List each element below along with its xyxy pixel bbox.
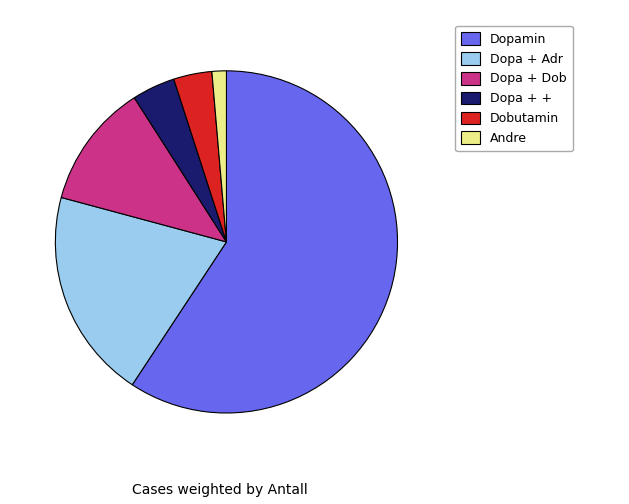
- Wedge shape: [174, 72, 226, 242]
- Wedge shape: [55, 198, 226, 385]
- Wedge shape: [135, 79, 226, 242]
- Text: Cases weighted by Antall: Cases weighted by Antall: [132, 483, 308, 497]
- Wedge shape: [212, 71, 226, 242]
- Legend: Dopamin, Dopa + Adr, Dopa + Dob, Dopa + +, Dobutamin, Andre: Dopamin, Dopa + Adr, Dopa + Dob, Dopa + …: [455, 26, 573, 151]
- Wedge shape: [132, 71, 398, 413]
- Wedge shape: [61, 98, 226, 242]
